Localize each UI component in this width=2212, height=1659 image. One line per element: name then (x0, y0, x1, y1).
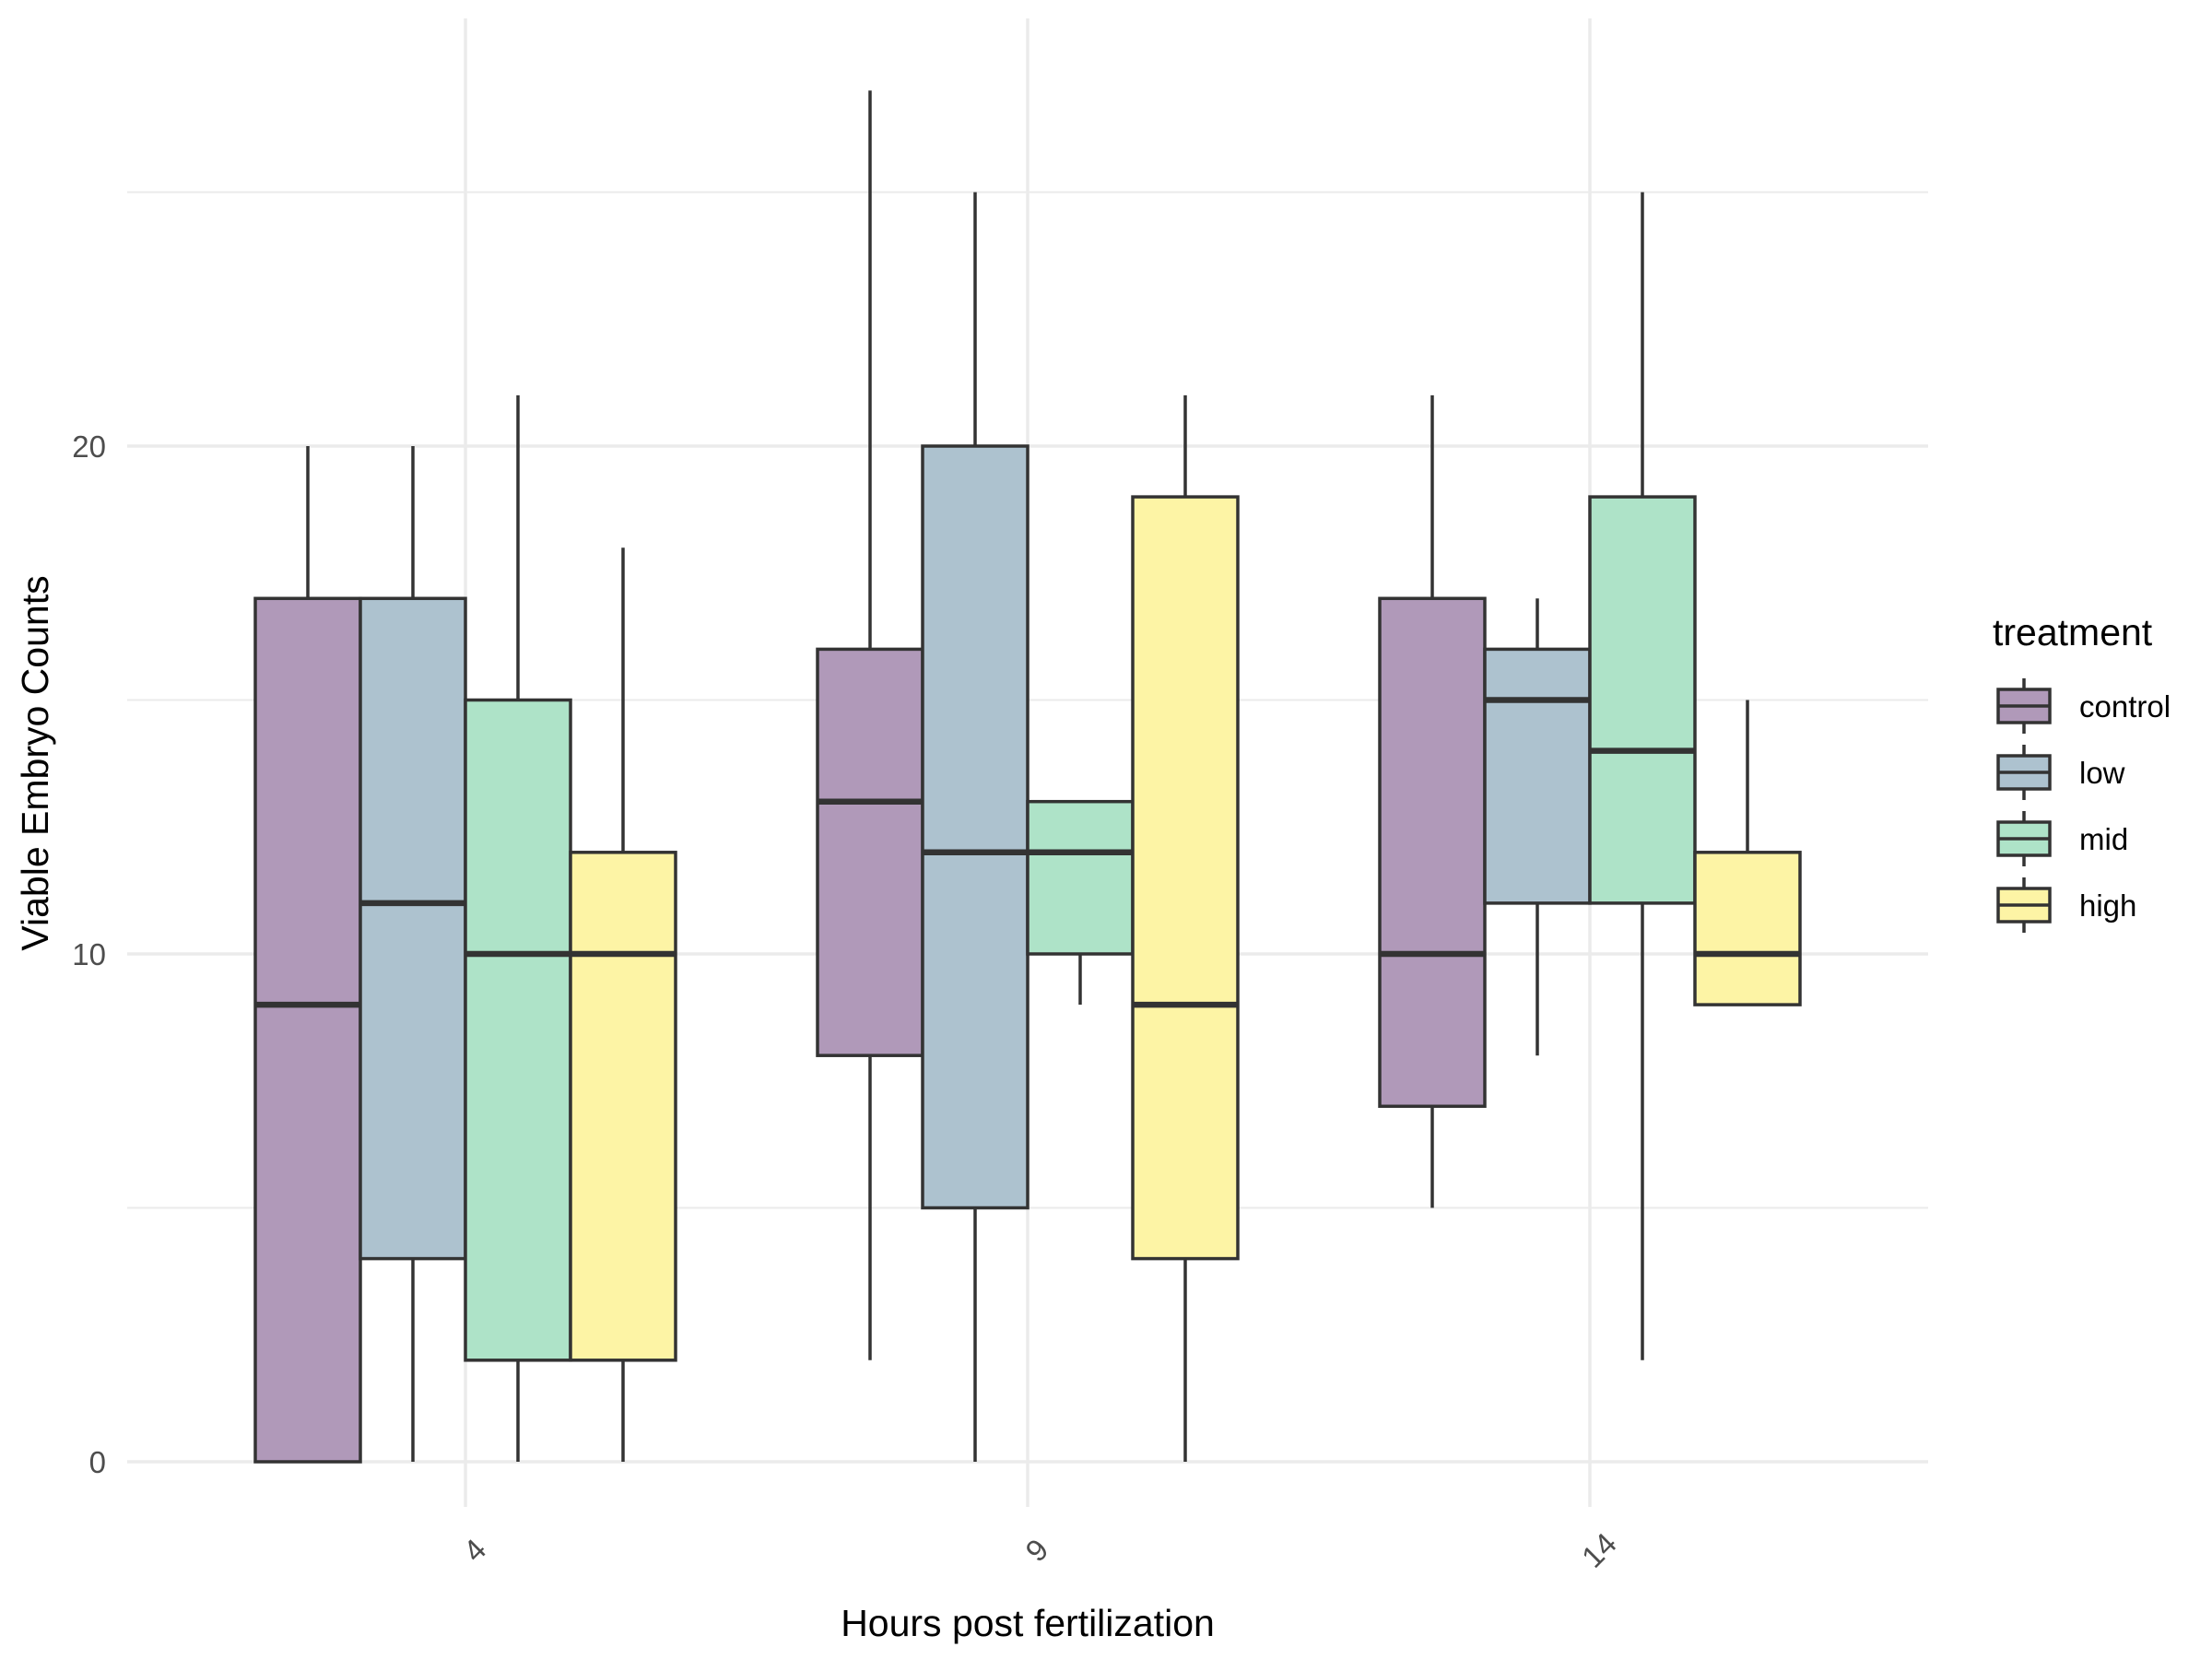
y-tick-label: 0 (89, 1445, 106, 1479)
box-low-14 (1483, 598, 1592, 1056)
x-axis-title: Hours post fertilization (841, 1602, 1215, 1644)
box-iqr (816, 647, 924, 1057)
box-mid-14 (1588, 192, 1697, 1360)
box-plot-boxes (253, 90, 1802, 1464)
box-iqr (1693, 851, 1802, 1006)
legend-item-mid: mid (1996, 811, 2128, 866)
box-iqr (1588, 495, 1697, 905)
legend-items: control low mid high (1996, 678, 2171, 933)
x-tick-label: 14 (1575, 1526, 1623, 1574)
box-iqr (1378, 596, 1487, 1109)
box-iqr (1131, 495, 1240, 1261)
box-iqr (1026, 799, 1135, 956)
x-axis-ticks: 4 9 14 (456, 1526, 1623, 1574)
box-iqr (359, 596, 467, 1261)
box-control-14 (1378, 394, 1487, 1208)
y-axis-title: Viable Embryo Counts (14, 575, 56, 950)
legend-label: high (2079, 888, 2136, 923)
legend-item-high: high (1996, 877, 2136, 933)
legend-label: low (2079, 756, 2125, 790)
x-tick-label: 9 (1018, 1532, 1054, 1568)
box-mid-4 (464, 394, 572, 1462)
box-high-14 (1693, 700, 1802, 1006)
box-low-4 (359, 446, 467, 1462)
legend-item-low: low (1996, 745, 2125, 800)
box-iqr (464, 698, 572, 1362)
box-mid-9 (1026, 799, 1135, 1006)
y-axis-ticks: 0 10 20 (72, 429, 106, 1479)
legend-title: treatment (1993, 611, 2153, 653)
box-high-4 (569, 547, 677, 1462)
x-tick-label: 4 (456, 1532, 492, 1568)
y-tick-label: 10 (72, 937, 106, 971)
box-low-9 (921, 192, 1030, 1462)
box-control-9 (816, 90, 924, 1360)
legend: treatment control low mid high (1993, 611, 2171, 933)
legend-item-control: control (1996, 678, 2171, 734)
box-iqr (569, 851, 677, 1362)
legend-label: control (2079, 689, 2171, 724)
box-control-4 (253, 446, 362, 1464)
box-iqr (253, 596, 362, 1464)
box-iqr (1483, 647, 1592, 905)
y-tick-label: 20 (72, 429, 106, 464)
box-iqr (921, 444, 1030, 1210)
legend-label: mid (2079, 822, 2128, 856)
box-high-9 (1131, 394, 1240, 1462)
